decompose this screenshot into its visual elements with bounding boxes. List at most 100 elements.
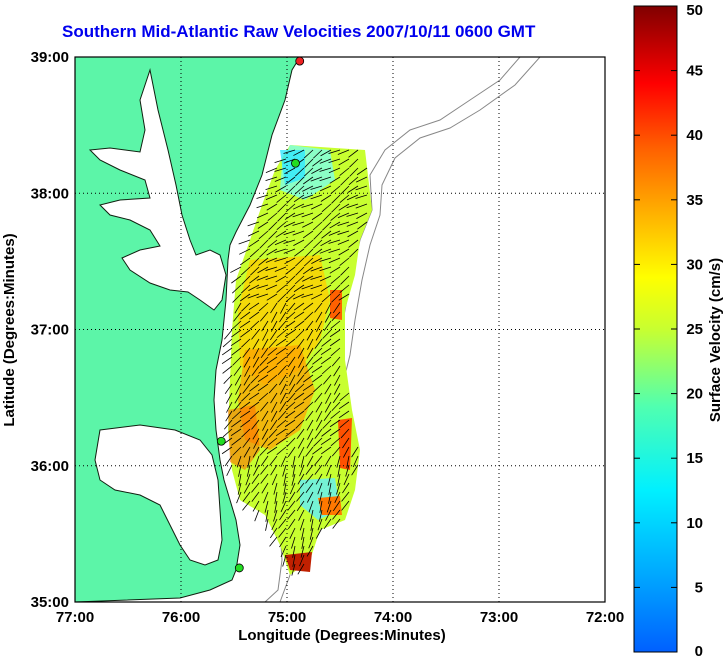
- velocity-arrow: [296, 428, 305, 439]
- velocity-arrow: [303, 176, 314, 185]
- velocity-arrow: [331, 293, 341, 303]
- velocity-arrow: [319, 257, 332, 262]
- velocity-arrow: [230, 428, 242, 437]
- velocity-arrow: [282, 554, 287, 567]
- velocity-arrow: [270, 302, 278, 314]
- velocity-arrow: [285, 176, 296, 185]
- velocity-arrow: [323, 518, 332, 530]
- velocity-arrow: [295, 176, 305, 186]
- velocity-arrow: [253, 347, 260, 359]
- velocity-arrow: [323, 320, 332, 332]
- velocity-arrow: [312, 248, 323, 257]
- velocity-arrow: [279, 509, 287, 521]
- velocity-arrow: [238, 473, 242, 486]
- velocity-arrow: [292, 545, 296, 558]
- velocity-arrow: [351, 464, 359, 476]
- velocity-arrow: [322, 212, 332, 222]
- velocity-arrows: [221, 149, 368, 576]
- velocity-arrow: [291, 563, 296, 576]
- velocity-arrow: [261, 482, 269, 494]
- velocity-arrow: [256, 284, 269, 289]
- velocity-arrow: [262, 329, 269, 341]
- velocity-arrow: [286, 275, 296, 285]
- velocity-arrow: [313, 437, 323, 447]
- velocity-arrow: [318, 509, 323, 522]
- velocity-arrow: [222, 365, 233, 374]
- velocity-arrow: [321, 230, 332, 239]
- colorbar-tick-label: 20: [686, 386, 703, 403]
- velocity-arrow: [286, 437, 296, 448]
- velocity-arrow: [287, 518, 296, 530]
- velocity-arrow: [306, 455, 314, 467]
- velocity-arrow: [268, 230, 278, 240]
- velocity-arrow: [303, 149, 314, 159]
- velocity-arrow: [267, 239, 278, 248]
- velocity-arrow: [265, 167, 278, 173]
- velocity-arrow: [260, 401, 269, 412]
- velocity-arrow: [338, 410, 350, 419]
- velocity-arrow: [276, 221, 287, 231]
- velocity-arrow: [314, 338, 323, 349]
- velocity-arrow: [279, 374, 287, 386]
- velocity-arrow: [311, 365, 323, 374]
- velocity-arrow: [316, 410, 323, 422]
- velocity-arrow: [318, 491, 323, 504]
- velocity-arrow: [284, 329, 296, 338]
- velocity-arrow: [321, 203, 332, 213]
- velocity-arrow: [279, 383, 287, 395]
- velocity-arrow: [319, 158, 332, 164]
- velocity-arrow: [351, 446, 359, 458]
- velocity-arrow: [328, 491, 332, 504]
- colorbar-tick-label: 45: [686, 63, 703, 80]
- velocity-arrow: [311, 212, 323, 221]
- velocity-arrow: [269, 536, 278, 547]
- velocity-arrow: [357, 221, 368, 230]
- velocity-arrow: [319, 176, 332, 182]
- velocity-arrow: [231, 410, 242, 420]
- velocity-arrow: [310, 518, 314, 531]
- x-tick-labels: 77:00 76:00 75:00 74:00 73:00 72:00: [56, 609, 624, 626]
- velocity-arrow: [257, 383, 269, 392]
- velocity-arrow: [274, 500, 278, 513]
- velocity-arrow: [327, 473, 332, 486]
- velocity-arrow: [231, 320, 242, 330]
- velocity-arrow: [247, 293, 260, 299]
- velocity-arrow: [269, 419, 278, 431]
- velocity-arrow: [283, 221, 296, 228]
- velocity-arrow: [322, 329, 332, 339]
- velocity-arrow: [297, 365, 305, 377]
- velocity-arrow: [305, 410, 314, 421]
- velocity-arrow: [292, 230, 305, 236]
- velocity-arrow: [349, 167, 359, 177]
- velocity-arrow: [283, 473, 287, 486]
- velocity-arrow: [277, 320, 287, 331]
- velocity-arrow: [291, 473, 296, 486]
- velocity-arrow: [287, 509, 296, 520]
- velocity-arrow: [319, 275, 332, 282]
- velocity-arrow: [257, 266, 269, 274]
- velocity-arrow: [235, 383, 242, 395]
- velocity-arrow: [294, 410, 305, 419]
- velocity-arrow: [258, 302, 269, 312]
- velocity-arrow: [270, 320, 278, 332]
- velocity-arrow: [315, 419, 323, 431]
- velocity-arrow: [314, 302, 323, 313]
- chesapeake-bay: [88, 68, 227, 311]
- velocity-arrow: [328, 248, 341, 254]
- velocity-arrow: [288, 365, 296, 377]
- velocity-arrow: [317, 518, 323, 531]
- velocity-arrow: [239, 410, 251, 419]
- velocity-arrow: [244, 365, 251, 377]
- velocity-arrow: [293, 239, 305, 246]
- velocity-arrow: [330, 410, 341, 419]
- y-tick-label: 38:00: [31, 185, 69, 202]
- velocity-arrow: [329, 176, 341, 184]
- velocity-arrow: [249, 383, 260, 392]
- velocity-arrow: [303, 302, 314, 311]
- velocity-arrow: [304, 158, 314, 168]
- velocity-arrow: [294, 392, 305, 401]
- velocity-arrow: [309, 509, 314, 522]
- velocity-arrow: [268, 221, 278, 231]
- velocity-arrow: [328, 239, 341, 244]
- velocity-arrow: [294, 275, 305, 285]
